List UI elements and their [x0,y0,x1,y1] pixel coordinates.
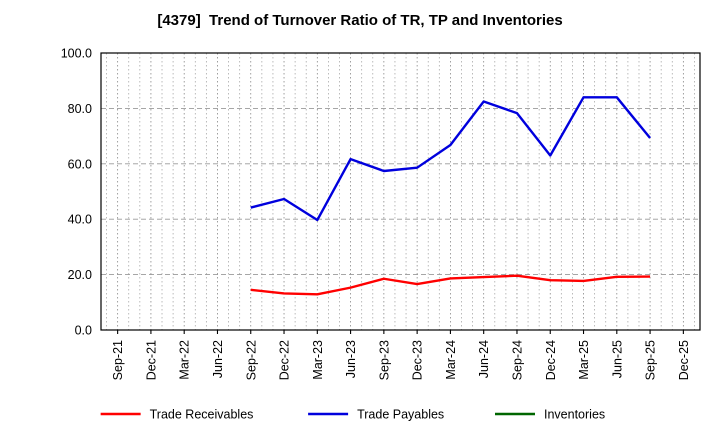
x-axis-tick-label: Sep-22 [244,340,258,380]
legend-item[interactable]: Trade Receivables [100,408,254,422]
x-axis-tick-label: Sep-21 [111,340,125,380]
y-axis-tick-label: 20.0 [68,268,92,282]
y-axis-tick-label: 40.0 [68,213,92,227]
x-axis-tick-label: Dec-22 [278,340,292,380]
x-axis-tick-label: Sep-24 [510,340,524,380]
grid-layer [101,53,700,330]
axis-layer [100,52,701,334]
x-axis-tick-label: Mar-22 [178,340,192,380]
legend-label: Trade Payables [357,408,444,422]
x-axis-tick-label: Dec-24 [544,340,558,380]
x-axis-tick-label: Jun-24 [477,340,491,378]
series-layer [250,96,652,296]
legend-label: Inventories [544,408,605,422]
legend-label: Trade Receivables [150,408,254,422]
x-axis-tick-label: Dec-23 [411,340,425,380]
legend-item[interactable]: Trade Payables [308,408,444,422]
y-axis-tick-label: 100.0 [61,47,92,61]
y-axis-tick-label: 0.0 [75,324,92,338]
legend-item[interactable]: Inventories [495,408,605,422]
x-axis-tick-label: Jun-25 [610,340,624,378]
y-axis-labels: 0.0 20.0 40.0 60.0 80.0 100.0 [61,47,92,338]
x-axis-tick-label: Mar-24 [444,340,458,380]
x-axis-tick-label: Dec-25 [677,340,691,380]
x-axis-tick-label: Jun-23 [344,340,358,378]
y-axis-tick-label: 60.0 [68,157,92,171]
x-axis-tick-label: Mar-23 [311,340,325,380]
chart-title: [4379] Trend of Turnover Ratio of TR, TP… [157,12,563,29]
x-axis-tick-label: Mar-25 [577,340,591,380]
x-axis-tick-label: Sep-23 [377,340,391,380]
x-axis-tick-label: Sep-25 [644,340,658,380]
series-line-trade-payables [250,96,652,222]
series-line-trade-receivables [250,274,651,296]
y-axis-tick-label: 80.0 [68,102,92,116]
x-axis-tick-label: Jun-22 [211,340,225,378]
x-axis-tick-label: Dec-21 [144,340,158,380]
x-axis-labels: Sep-21 Dec-21 Mar-22 Jun-22 Sep-22 Dec-22 Mar-… [111,340,691,380]
chart-legend: Trade Receivables Trade Payables Inventori… [100,408,605,422]
